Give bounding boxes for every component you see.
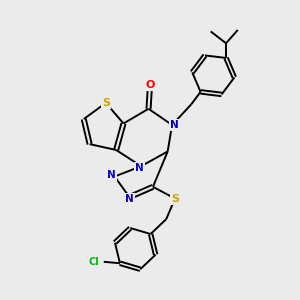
Text: N: N — [125, 194, 134, 205]
Text: N: N — [170, 120, 179, 130]
Text: S: S — [171, 194, 179, 204]
Text: Cl: Cl — [88, 257, 99, 267]
Text: O: O — [145, 80, 155, 90]
Text: S: S — [102, 98, 110, 108]
Text: N: N — [107, 170, 116, 180]
Text: N: N — [135, 163, 144, 173]
